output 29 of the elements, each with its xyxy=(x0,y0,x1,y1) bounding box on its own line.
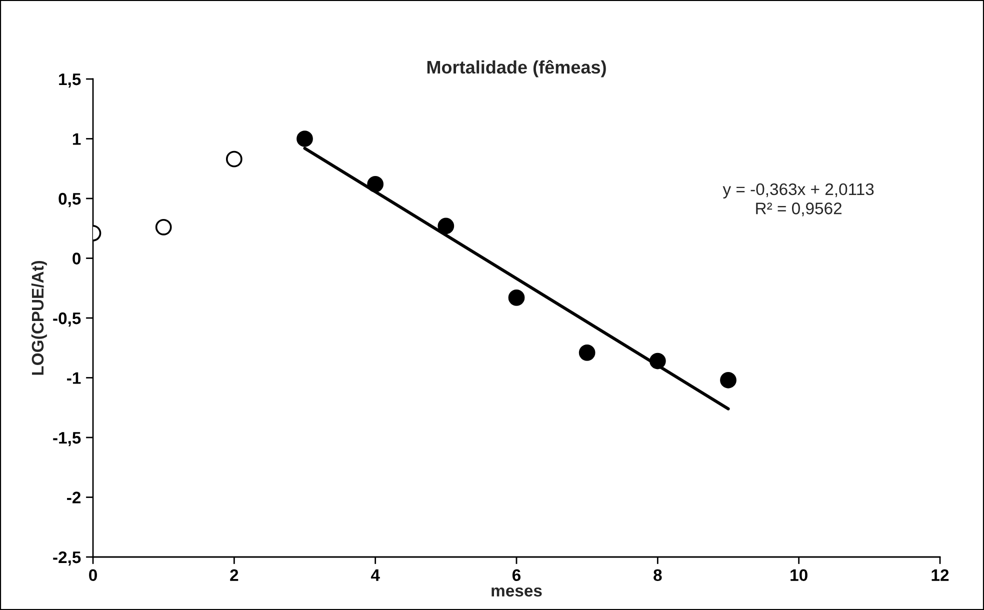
y-tick-label: 1,5 xyxy=(59,74,81,88)
x-tick-label: 0 xyxy=(89,569,97,582)
x-tick-label: 6 xyxy=(512,569,521,582)
x-tick-label: 4 xyxy=(370,569,380,581)
point xyxy=(578,344,596,361)
y-axis-title: LOG(CPUE/At) xyxy=(31,260,47,375)
y-tick-label: -1,5 xyxy=(53,432,81,446)
x-tick-label: 2 xyxy=(230,569,238,581)
y-tick-label: -2 xyxy=(67,492,81,504)
point xyxy=(367,176,384,192)
y-tick-label: 1 xyxy=(72,133,81,145)
x-tick-label: 10 xyxy=(790,569,808,582)
point xyxy=(296,130,313,147)
y-tick-label: 0,5 xyxy=(58,192,81,208)
x-axis-title: meses xyxy=(492,587,542,597)
y-tick-label: 0 xyxy=(72,252,81,264)
y-tick-label: -0,5 xyxy=(53,312,81,327)
point xyxy=(508,289,525,306)
annotation: y = -0,363x + 2,0113 R² = 0,9562 xyxy=(722,183,874,216)
y-tick-label: -1 xyxy=(67,372,81,384)
chart-title: Mortalidade (fêmeas) xyxy=(427,60,606,78)
point xyxy=(438,218,454,234)
y-tick-label: -2,5 xyxy=(53,551,81,566)
point xyxy=(720,372,736,388)
x-tick-label: 8 xyxy=(654,569,662,582)
point xyxy=(649,352,666,370)
x-tick-label: 12 xyxy=(932,569,949,581)
point xyxy=(155,218,172,236)
point xyxy=(226,150,242,168)
